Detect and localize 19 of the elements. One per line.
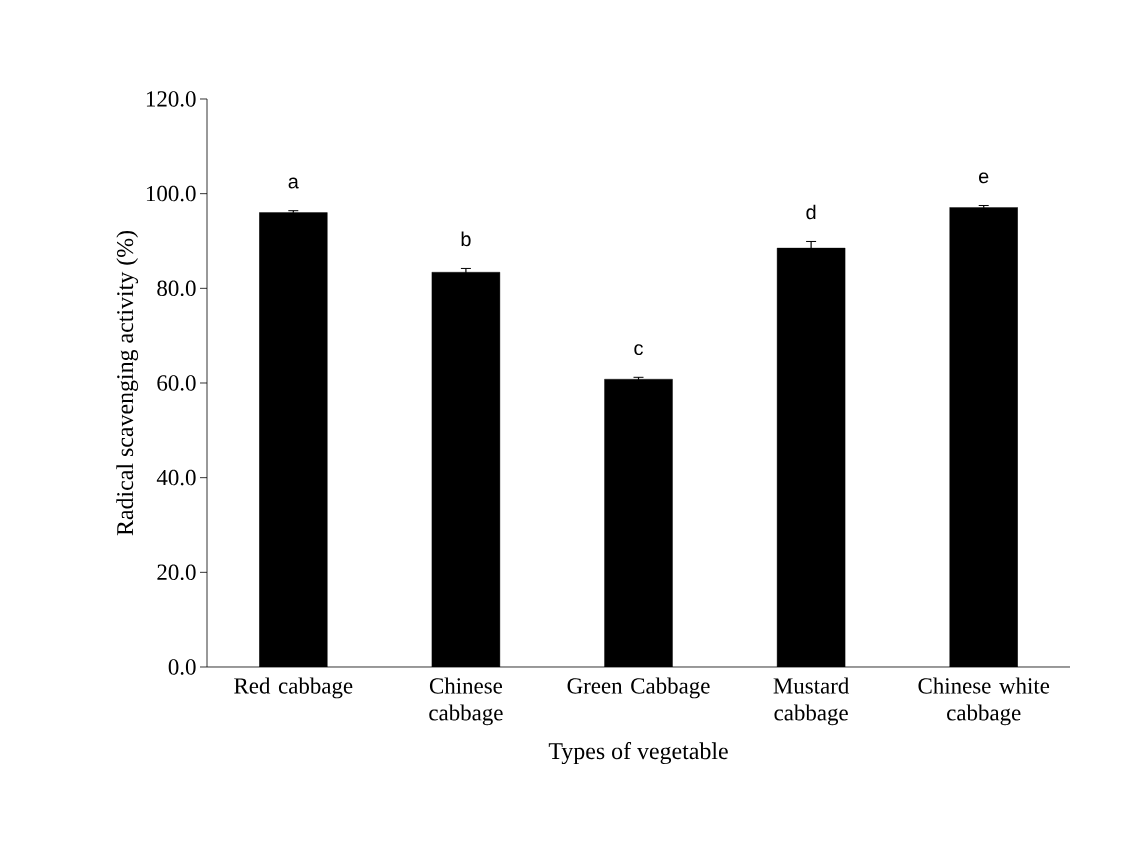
y-tick-label: 60.0 — [157, 375, 196, 391]
annotation: b — [461, 231, 471, 247]
y-tick-label: 100.0 — [146, 185, 196, 202]
x-tick-label: Chinese cabbage — [429, 677, 503, 726]
annotation: c — [634, 344, 643, 356]
x-tick-label: Red cabbage — [234, 677, 353, 699]
x-tick-label: Green Cabbage — [567, 677, 710, 699]
annotation: a — [288, 177, 299, 189]
y-tick-label: 40.0 — [156, 469, 196, 486]
y-tick-label: 120.0 — [146, 91, 196, 107]
y-tick-label: 80.0 — [157, 280, 196, 297]
y-tick-label: 0.0 — [168, 659, 196, 675]
x-tick-label: Mustard cabbage — [773, 677, 850, 726]
y-axis-title: Radical scavenging activity (%) — [116, 230, 139, 536]
annotation: e — [979, 172, 989, 184]
annotation: d — [806, 204, 816, 220]
y-tick-label: 20.0 — [157, 564, 196, 581]
x-tick-label: Chinese white cabbage — [918, 677, 1050, 726]
x-axis-title: Types of vegetable — [548, 742, 728, 765]
